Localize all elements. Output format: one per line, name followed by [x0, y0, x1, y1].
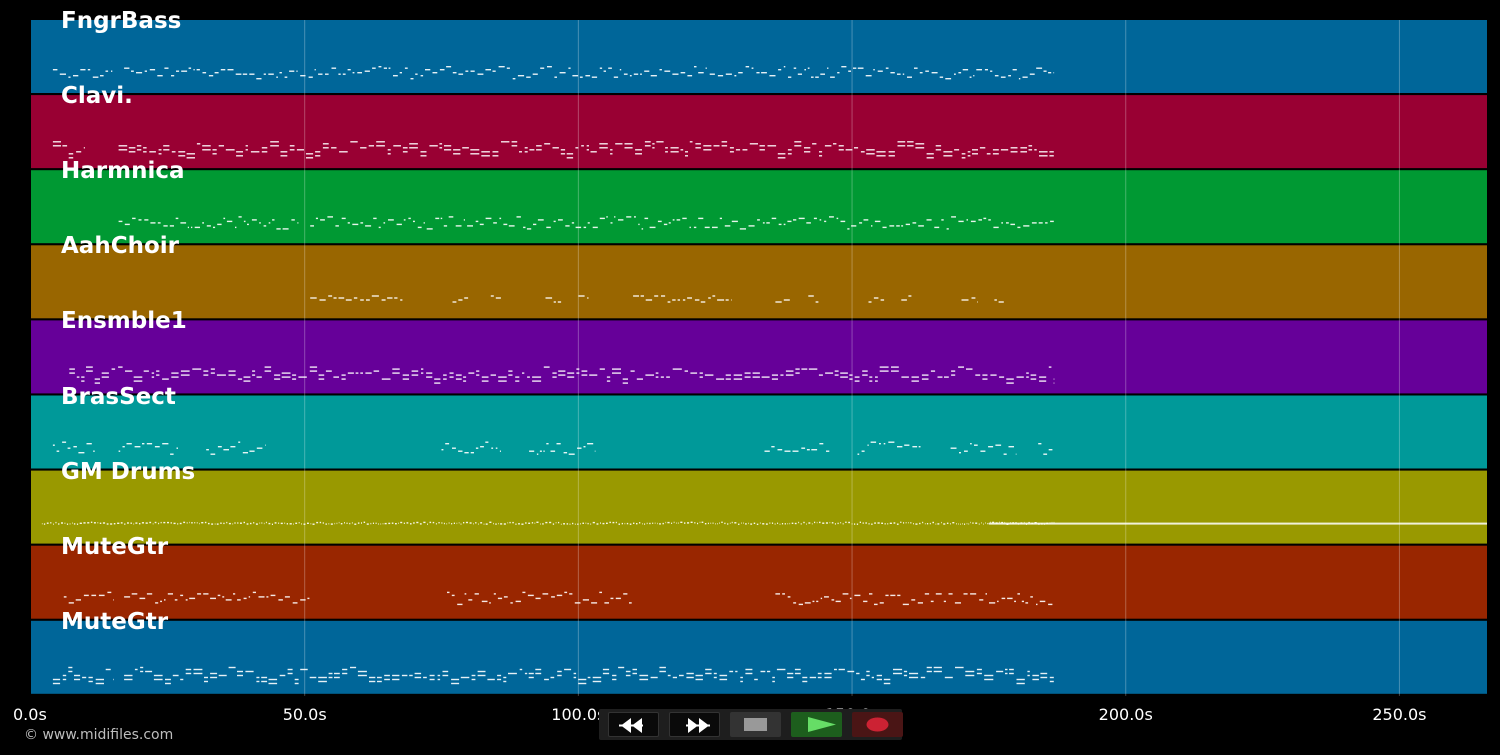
copyright-notice: © www.midifiles.com [24, 727, 174, 743]
sustained-note [988, 522, 1487, 525]
time-tick-label: 0.0s [13, 705, 47, 724]
note-cluster [118, 216, 1054, 230]
track-label: BrasSect [61, 383, 176, 410]
rewind-button[interactable] [608, 712, 659, 737]
track-label: Clavi. [61, 83, 133, 110]
fast-forward-icon [686, 718, 710, 733]
note-cluster [310, 295, 1004, 303]
fast-forward-button[interactable] [669, 712, 720, 737]
time-tick-label: 50.0s [282, 705, 327, 724]
track-lane [31, 20, 1487, 93]
time-tick-label: 250.0s [1372, 705, 1427, 724]
note-cluster [52, 441, 1053, 455]
time-tick-label: 100.0s [551, 705, 606, 724]
track-lane [31, 245, 1487, 319]
record-icon [866, 717, 889, 732]
note-cluster [52, 66, 1055, 80]
track-lane [31, 395, 1487, 469]
stop-button[interactable] [730, 712, 781, 737]
note-cluster [63, 591, 1053, 606]
track-lane [31, 95, 1487, 169]
time-tick-label: 200.0s [1098, 705, 1153, 724]
track-lane [31, 470, 1487, 544]
track-lane [31, 620, 1487, 694]
track-label: MuteGtr [61, 533, 169, 560]
rewind-icon [619, 718, 643, 733]
play-icon [808, 717, 836, 732]
track-lane [31, 545, 1487, 619]
note-cluster [69, 366, 1055, 384]
track-label: FngrBass [61, 8, 182, 34]
track-label: Ensmble1 [61, 308, 187, 335]
record-button[interactable] [852, 712, 903, 737]
stop-icon [744, 718, 767, 731]
note-cluster [41, 521, 1487, 525]
track-label: AahChoir [61, 233, 179, 260]
track-label: MuteGtr [61, 608, 169, 635]
track-lane [31, 170, 1487, 244]
track-label: GM Drums [61, 458, 196, 485]
transport-bar [599, 709, 903, 740]
track-lane [31, 320, 1487, 394]
track-label: Harmnica [61, 158, 185, 185]
play-button[interactable] [791, 712, 842, 737]
note-cluster [52, 141, 1054, 159]
note-cluster [52, 666, 1054, 685]
